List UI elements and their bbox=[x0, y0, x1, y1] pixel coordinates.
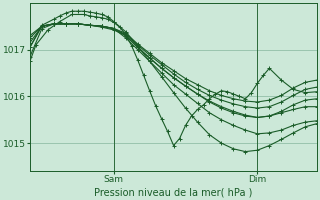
X-axis label: Pression niveau de la mer( hPa ): Pression niveau de la mer( hPa ) bbox=[94, 187, 253, 197]
